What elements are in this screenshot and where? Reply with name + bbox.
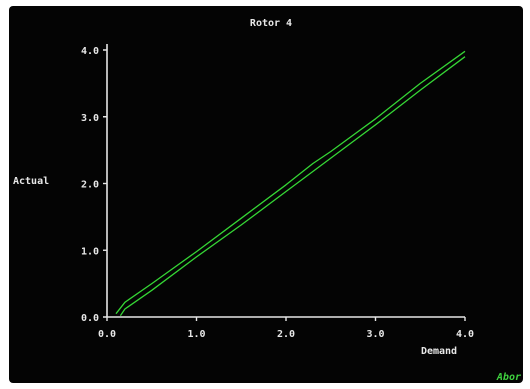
- x-tick-label: 4.0: [456, 329, 474, 340]
- x-axis-label: Demand: [421, 346, 457, 357]
- y-tick-label: 2.0: [81, 180, 99, 191]
- series-layer: [115, 50, 466, 317]
- crt-display: Rotor 4 Actual Demand 0.0 1.0 2.0 3.0 4.0 0.0…: [9, 6, 523, 383]
- chart: Rotor 4 Actual Demand 0.0 1.0 2.0 3.0 4.00.0…: [13, 18, 521, 383]
- x-tick-label: 3.0: [366, 329, 384, 340]
- x-tick-label: 1.0: [187, 329, 205, 340]
- chart-title: Rotor 4: [250, 18, 292, 29]
- y-tick-label: 3.0: [81, 113, 99, 124]
- y-tick-label: 0.0: [81, 313, 99, 324]
- y-axis-label: Actual: [13, 176, 49, 187]
- y-tick-label: 1.0: [81, 246, 99, 257]
- x-tick-label: 2.0: [277, 329, 295, 340]
- series-line-2: [119, 56, 466, 317]
- abort-softkey-label: Abor: [496, 372, 521, 383]
- series-line-1: [115, 50, 466, 315]
- x-tick-label: 0.0: [98, 329, 116, 340]
- y-tick-label: 4.0: [81, 46, 99, 57]
- tick-layer: 0.0 1.0 2.0 3.0 4.0 0.0 1.0 2.0 3.0 4.0: [81, 46, 474, 340]
